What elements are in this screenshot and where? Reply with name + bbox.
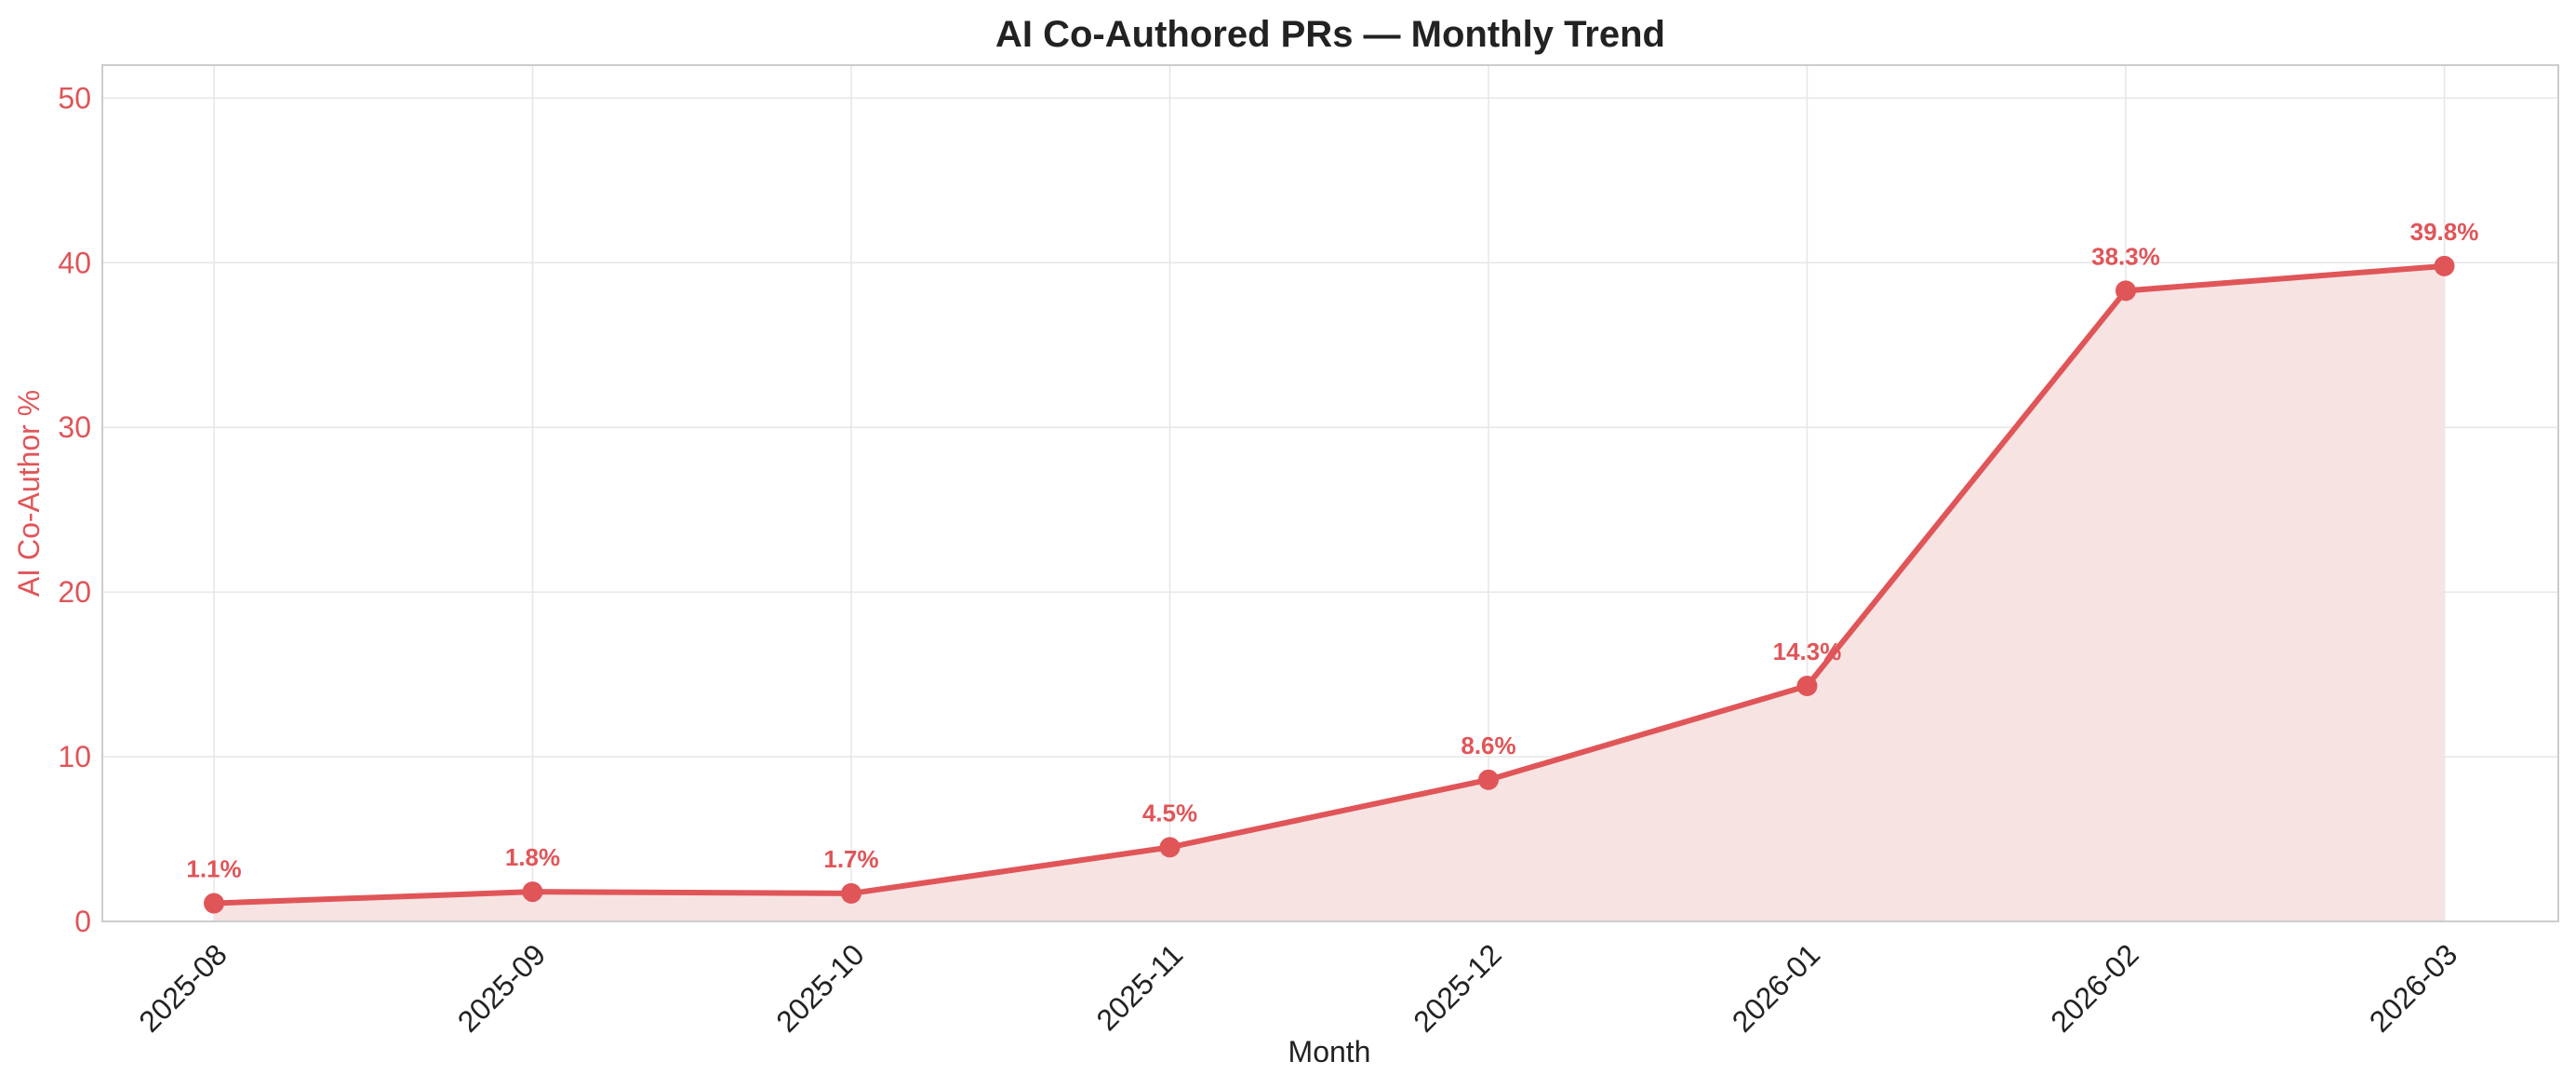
x-tick-label: 2025-11: [1089, 937, 1189, 1037]
data-point: [523, 881, 543, 902]
area-layer: [214, 266, 2445, 921]
x-ticks: 2025-08 2025-09 2025-10 2025-11 2025-12 2026-…: [132, 937, 2463, 1038]
y-ticks: 0 10 20 30 40 50: [58, 81, 91, 938]
x-tick-label: 2025-08: [132, 937, 233, 1038]
data-point: [1478, 770, 1499, 790]
x-tick-label: 2026-01: [1726, 937, 1826, 1038]
y-tick-label: 10: [58, 740, 91, 773]
y-tick-label: 0: [74, 905, 91, 938]
y-tick-label: 40: [58, 246, 91, 279]
y-tick-label: 20: [58, 575, 91, 609]
data-label: 4.5%: [1142, 799, 1197, 826]
y-axis-label: AI Co-Author %: [12, 390, 46, 597]
x-tick-label: 2026-03: [2363, 937, 2463, 1038]
x-axis-label: Month: [1288, 1035, 1371, 1068]
data-point: [1160, 837, 1181, 857]
data-point: [841, 883, 861, 904]
data-point: [1797, 676, 1818, 696]
data-label: 1.7%: [823, 845, 878, 873]
data-label: 14.3%: [1773, 638, 1842, 665]
data-point: [204, 893, 224, 914]
data-label: 1.8%: [505, 843, 560, 871]
x-tick-label: 2025-09: [451, 937, 552, 1038]
data-label: 38.3%: [2091, 242, 2160, 270]
chart-title: AI Co-Authored PRs — Monthly Trend: [995, 14, 1665, 55]
x-tick-label: 2026-02: [2044, 937, 2144, 1038]
x-tick-label: 2025-12: [1407, 937, 1507, 1038]
data-label: 39.8%: [2410, 218, 2479, 246]
data-label: 8.6%: [1461, 732, 1515, 759]
series-area: [214, 266, 2445, 921]
data-point: [2116, 280, 2136, 301]
y-tick-label: 30: [58, 410, 91, 444]
data-point: [2435, 256, 2455, 276]
y-tick-label: 50: [58, 81, 91, 114]
x-tick-label: 2025-10: [769, 937, 870, 1038]
data-label: 1.1%: [186, 855, 241, 883]
